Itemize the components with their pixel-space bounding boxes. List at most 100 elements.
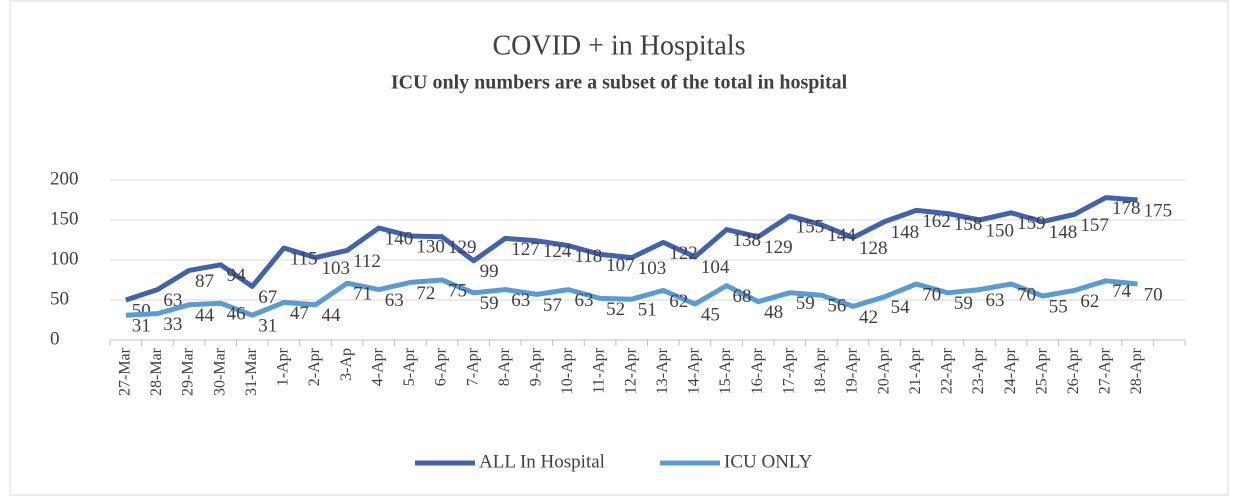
data-label: 63 xyxy=(385,290,404,311)
x-tick-label: 26-Apr xyxy=(1065,347,1082,394)
data-label: 55 xyxy=(1049,296,1068,317)
data-label: 51 xyxy=(638,300,657,321)
x-tick-label: 5-Apr xyxy=(401,347,418,386)
data-label: 99 xyxy=(480,261,499,282)
x-tick-label: 31-Mar xyxy=(243,347,260,396)
chart-subtitle: ICU only numbers are a subset of the tot… xyxy=(391,72,848,94)
x-tick-label: 17-Apr xyxy=(780,347,797,394)
data-label: 155 xyxy=(796,216,825,237)
x-tick-label: 8-Apr xyxy=(496,347,513,386)
data-label: 68 xyxy=(733,286,752,307)
data-label: 70 xyxy=(922,284,941,305)
chart-title: COVID + in Hospitals xyxy=(492,30,745,61)
x-tick-label: 27-Mar xyxy=(116,347,133,396)
data-label: 144 xyxy=(827,225,856,246)
x-tick-label: 9-Apr xyxy=(528,347,545,386)
x-tick-label: 29-Mar xyxy=(180,347,197,396)
x-tick-label: 10-Apr xyxy=(559,347,576,394)
data-label: 48 xyxy=(764,302,783,323)
x-tick-label: 21-Apr xyxy=(907,347,924,394)
data-label: 87 xyxy=(195,271,214,292)
x-tick-label: 7-Apr xyxy=(464,347,481,386)
data-label: 178 xyxy=(1112,198,1141,219)
data-label: 56 xyxy=(827,296,846,317)
data-label: 175 xyxy=(1144,200,1173,221)
data-label: 162 xyxy=(922,211,951,232)
x-tick-label: 22-Apr xyxy=(939,347,956,394)
x-tick-label: 28-Apr xyxy=(1128,347,1145,394)
data-label: 63 xyxy=(511,290,530,311)
legend-label: ICU ONLY xyxy=(724,451,813,472)
x-tick-label: 14-Apr xyxy=(686,347,703,394)
x-tick-label: 18-Apr xyxy=(812,347,829,394)
data-label: 122 xyxy=(669,243,698,264)
data-label: 140 xyxy=(385,228,414,249)
data-label: 128 xyxy=(859,238,888,259)
x-tick-label: 20-Apr xyxy=(875,347,892,394)
data-label: 59 xyxy=(796,293,815,314)
data-label: 33 xyxy=(163,314,182,335)
y-tick-label: 150 xyxy=(50,208,79,229)
x-tick-label: 2-Apr xyxy=(306,347,323,386)
x-tick-label: 15-Apr xyxy=(717,347,734,394)
y-tick-label: 100 xyxy=(50,248,79,269)
data-label: 107 xyxy=(606,255,635,276)
data-label: 62 xyxy=(1080,291,1099,312)
data-label: 70 xyxy=(1017,284,1036,305)
x-tick-label: 4-Apr xyxy=(369,347,386,386)
data-label: 127 xyxy=(511,239,540,260)
data-label: 75 xyxy=(448,280,467,301)
data-label: 42 xyxy=(859,307,878,328)
data-label: 70 xyxy=(1144,284,1163,305)
data-label: 63 xyxy=(985,290,1004,311)
x-tick-label: 11-Apr xyxy=(591,347,608,393)
x-tick-label: 30-Mar xyxy=(211,347,228,396)
data-label: 59 xyxy=(480,293,499,314)
x-tick-label: 28-Mar xyxy=(148,347,165,396)
data-label: 57 xyxy=(543,295,562,316)
y-tick-label: 200 xyxy=(50,168,79,189)
data-label: 103 xyxy=(322,258,351,279)
data-label: 72 xyxy=(416,283,435,304)
data-label: 124 xyxy=(543,241,572,262)
data-label: 104 xyxy=(701,257,730,278)
legend-label: ALL In Hospital xyxy=(479,451,605,472)
data-label: 158 xyxy=(954,214,983,235)
data-label: 148 xyxy=(891,222,920,243)
y-tick-label: 50 xyxy=(50,288,69,309)
data-label: 115 xyxy=(290,248,318,269)
x-tick-label: 25-Apr xyxy=(1033,347,1050,394)
data-label: 129 xyxy=(448,237,477,258)
data-label: 52 xyxy=(606,299,625,320)
x-tick-label: 23-Apr xyxy=(970,347,987,394)
data-label: 67 xyxy=(258,287,277,308)
data-label: 31 xyxy=(258,316,277,337)
x-tick-label: 19-Apr xyxy=(844,347,861,394)
data-label: 157 xyxy=(1080,215,1109,236)
data-label: 46 xyxy=(227,304,246,325)
x-tick-label: 16-Apr xyxy=(749,347,766,394)
data-label: 94 xyxy=(227,265,247,286)
data-label: 103 xyxy=(638,258,667,279)
data-label: 44 xyxy=(195,305,215,326)
data-label: 138 xyxy=(733,230,762,251)
data-label: 130 xyxy=(416,236,445,257)
data-label: 112 xyxy=(353,251,381,272)
data-label: 159 xyxy=(1017,213,1046,234)
x-tick-label: 27-Apr xyxy=(1097,347,1114,394)
data-label: 74 xyxy=(1112,281,1132,302)
data-label: 118 xyxy=(574,246,602,267)
data-label: 62 xyxy=(669,291,688,312)
data-label: 148 xyxy=(1049,222,1078,243)
x-tick-label: 24-Apr xyxy=(1002,347,1019,394)
y-tick-label: 0 xyxy=(50,328,60,349)
data-label: 47 xyxy=(290,303,309,324)
data-label: 45 xyxy=(701,304,720,325)
series-line xyxy=(125,195,1138,303)
data-label: 54 xyxy=(891,297,911,318)
chart-frame xyxy=(9,0,1229,496)
data-label: 44 xyxy=(322,305,342,326)
x-tick-label: 6-Apr xyxy=(433,347,450,386)
data-label: 59 xyxy=(954,293,973,314)
